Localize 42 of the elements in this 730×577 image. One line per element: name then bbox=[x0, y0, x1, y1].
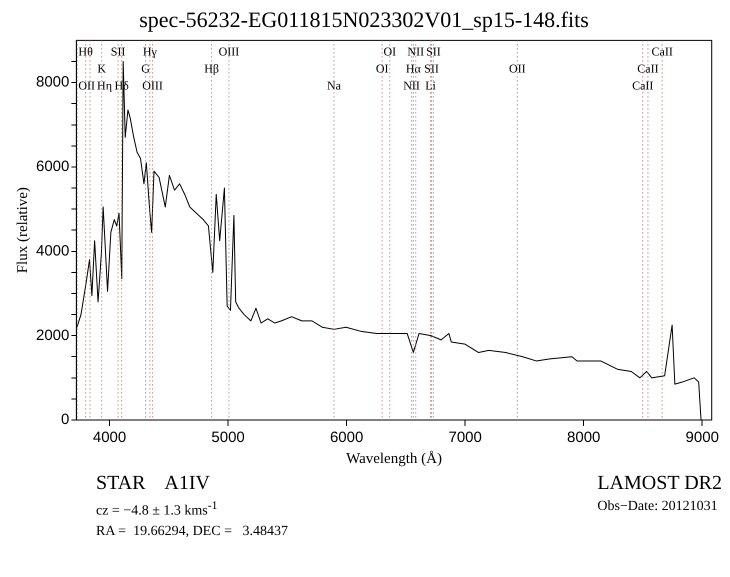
y-tick-label: 4000 bbox=[36, 242, 70, 260]
ref-line-label: OIII bbox=[218, 44, 240, 59]
ref-line-label: Hα bbox=[406, 62, 422, 76]
text: LAMOST DR2 bbox=[597, 472, 722, 495]
ref-line-label: SII bbox=[426, 44, 441, 59]
ref-line-label: Na bbox=[326, 78, 342, 93]
ref-line-label: CaII bbox=[651, 44, 673, 59]
ref-line-label: OIII bbox=[142, 78, 163, 93]
ref-line-label: CaII bbox=[632, 78, 654, 93]
ref-line-label: SII bbox=[424, 62, 439, 76]
ref-line-label: Hγ bbox=[142, 44, 158, 59]
x-tick-label: 7000 bbox=[448, 429, 482, 446]
x-tick-label: 5000 bbox=[211, 429, 245, 446]
y-tick-label: 0 bbox=[61, 411, 70, 428]
y-tick-label: 6000 bbox=[36, 158, 70, 176]
x-tick-label: 4000 bbox=[92, 429, 126, 446]
ref-line-label: G bbox=[141, 62, 150, 76]
text: STAR A1IV bbox=[96, 472, 211, 495]
x-tick-label: 9000 bbox=[686, 429, 719, 446]
chart-title: spec-56232-EG011815N023302V01_sp15-148.fits bbox=[139, 6, 589, 32]
text: RA = 19.66294, DEC = 3.48437 bbox=[96, 524, 289, 540]
y-tick-label: 2000 bbox=[36, 326, 70, 344]
ref-line-label: OII bbox=[78, 78, 96, 93]
text: cz = −4.8 ± 1.3 kms$^{-1}$ bbox=[96, 499, 218, 520]
ref-line-label: OI bbox=[383, 44, 396, 59]
x-tick-label: 8000 bbox=[567, 429, 600, 446]
x-tick-label: 6000 bbox=[330, 429, 364, 446]
ref-line-label: Hθ bbox=[78, 44, 94, 59]
x-axis-title: Wavelength (Å) bbox=[346, 450, 442, 467]
y-axis-title: Flux (relative) bbox=[14, 187, 31, 274]
ref-line-label: Hβ bbox=[204, 62, 220, 76]
ref-line-label: NII bbox=[407, 44, 424, 59]
ref-line-label: OI bbox=[376, 62, 389, 76]
ref-line-label: Hη bbox=[97, 78, 112, 93]
y-tick-label: 8000 bbox=[36, 74, 70, 91]
ref-line-label: CaII bbox=[637, 62, 659, 76]
ref-line-label: SII bbox=[110, 44, 126, 59]
ref-line-label: Li bbox=[425, 78, 437, 93]
text: Obs−Date: 20121031 bbox=[597, 499, 719, 516]
ref-line-label: OII bbox=[508, 62, 526, 76]
ref-line-label: K bbox=[97, 62, 106, 76]
ref-line-label: NII bbox=[403, 78, 420, 93]
